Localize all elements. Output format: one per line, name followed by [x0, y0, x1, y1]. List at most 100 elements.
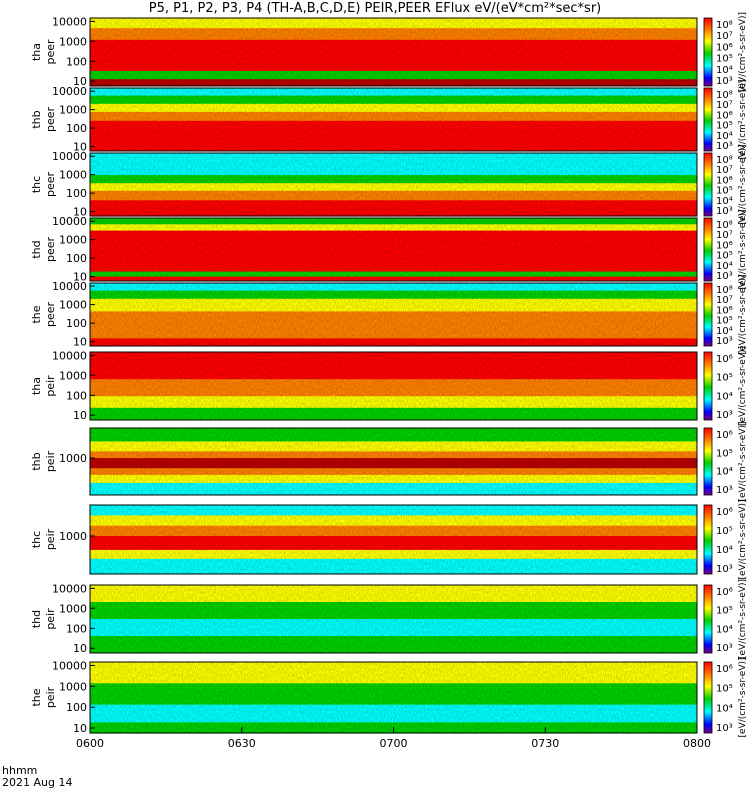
colorbar-tick-label: 10⁵ — [716, 606, 733, 617]
colorbar-label: [eV/(cm²-s-sr-eV)] — [738, 346, 748, 426]
panel-frame — [89, 87, 698, 152]
y-axis-label: peir — [44, 528, 57, 550]
y-tick-label: 100 — [66, 389, 87, 402]
y-axis-label: peir — [44, 608, 57, 630]
colorbar-tick-label: 10⁷ — [716, 230, 733, 241]
colorbar-tick-label: 10⁵ — [716, 684, 733, 695]
y-tick-label: 10 — [73, 206, 87, 219]
y-tick-label: 1000 — [59, 169, 87, 182]
colorbar-tick-label: 10⁴ — [716, 624, 733, 635]
y-tick-label: 100 — [66, 187, 87, 200]
y-tick-label: 100 — [66, 55, 87, 68]
y-axis-label: peer — [44, 237, 57, 263]
colorbar-tick-label: 10⁴ — [716, 196, 733, 207]
panel-frame — [89, 152, 698, 217]
colorbar-tick-label: 10⁴ — [716, 261, 733, 272]
heat-texture — [90, 218, 697, 281]
panel-tha-peir: 10000 1000 100 10 tha peir 10⁶ 10⁵ 10⁴ 10³ [eV/(cm… — [30, 346, 748, 426]
heat-texture — [90, 505, 697, 574]
colorbar — [703, 504, 713, 575]
colorbar-label: [eV/(cm²-s-sr-eV)] — [738, 579, 748, 659]
y-tick-label: 10000 — [52, 15, 87, 28]
heat-texture — [90, 153, 697, 216]
colorbar — [703, 152, 713, 217]
date-label: 2021 Aug 14 — [2, 776, 73, 789]
colorbar-tick-label: 10³ — [716, 723, 733, 734]
panel-frame — [89, 584, 698, 654]
colorbar-tick-label: 10³ — [716, 643, 733, 654]
heat-texture — [90, 662, 697, 733]
x-tick-label: 0700 — [380, 737, 408, 750]
x-tick-label: 0630 — [228, 737, 256, 750]
y-axis-label: thd — [30, 610, 43, 628]
heat-texture — [90, 18, 697, 86]
y-tick-label: 10 — [73, 271, 87, 284]
y-tick-label: 10 — [73, 722, 87, 735]
y-tick-label: 100 — [66, 252, 87, 265]
colorbar-tick-label: 10³ — [716, 485, 733, 496]
colorbar-label: [eV/(cm²-s-sr-eV)] — [738, 274, 748, 354]
colorbar — [703, 87, 713, 152]
colorbar-tick-label: 10⁷ — [716, 31, 733, 42]
y-axis-label: peir — [44, 686, 57, 708]
colorbar-tick-label: 10³ — [716, 336, 733, 347]
panel-thb-peir: 1000 thb peir 10⁶ 10⁵ 10⁴ 10³ [eV/(cm²-s-sr-eV)… — [30, 421, 748, 501]
heat-texture — [90, 352, 697, 420]
colorbar-tick-label: 10³ — [716, 206, 733, 217]
colorbar — [703, 17, 713, 87]
y-tick-label: 10000 — [52, 349, 87, 362]
y-tick-label: 100 — [66, 622, 87, 635]
panel-frame — [89, 17, 698, 87]
panel-frame — [89, 282, 698, 347]
y-axis-label: tha — [30, 43, 43, 61]
y-axis-label: thb — [30, 452, 43, 470]
colorbar-label: [eV/(cm²-s-sr-eV)] — [738, 657, 748, 737]
y-tick-label: 1000 — [59, 680, 87, 693]
y-axis-label: the — [30, 305, 43, 323]
colorbar-tick-label: 10⁶ — [716, 305, 733, 316]
colorbar — [703, 282, 713, 347]
colorbar-tick-label: 10³ — [716, 271, 733, 282]
colorbar-tick-label: 10⁴ — [716, 391, 733, 402]
colorbar-tick-label: 10³ — [716, 564, 733, 575]
heat-texture — [90, 428, 697, 495]
y-tick-label: 1000 — [59, 234, 87, 247]
colorbar-tick-label: 10⁴ — [716, 131, 733, 142]
y-tick-label: 10 — [73, 75, 87, 88]
x-tick-label: 0800 — [683, 737, 711, 750]
colorbar-tick-label: 10⁶ — [716, 42, 733, 53]
y-axis-label: the — [30, 688, 43, 706]
y-tick-label: 10000 — [52, 85, 87, 98]
panel-the-peir: 10000 1000 100 10 the peir 10⁶ 10⁵ 10⁴ 10³ [eV/(cm… — [30, 657, 748, 737]
y-tick-label: 10 — [73, 409, 87, 422]
y-tick-label: 10000 — [52, 582, 87, 595]
colorbar-label: [eV/(cm²-s-sr-eV)] — [738, 209, 748, 289]
colorbar-tick-label: 10⁶ — [716, 430, 733, 441]
panel-thc-peir: 1000 thc peir 10⁶ 10⁵ 10⁴ 10³ [eV/(cm²-s-sr-eV)… — [30, 499, 748, 579]
y-axis-label: peer — [44, 39, 57, 65]
y-axis-label: tha — [30, 377, 43, 395]
colorbar-tick-label: 10⁷ — [716, 100, 733, 111]
colorbar-label: [eV/(cm²-s-sr-eV)] — [738, 79, 748, 159]
y-tick-label: 10000 — [52, 660, 87, 673]
colorbar-label: [eV/(cm²-s-sr-eV)] — [738, 144, 748, 224]
y-axis-label: peer — [44, 107, 57, 133]
colorbar — [703, 584, 713, 654]
x-tick-label: 0730 — [531, 737, 559, 750]
colorbar-tick-label: 10⁶ — [716, 354, 733, 365]
heat-texture — [90, 585, 697, 653]
heat-texture — [90, 88, 697, 151]
colorbar — [703, 351, 713, 421]
y-tick-label: 10 — [73, 141, 87, 154]
y-axis-label: peer — [44, 302, 57, 328]
colorbar — [703, 217, 713, 282]
time-unit-label: hhmm — [2, 764, 38, 777]
colorbar-tick-label: 10³ — [716, 410, 733, 421]
colorbar-tick-label: 10⁵ — [716, 54, 733, 65]
colorbar-tick-label: 10⁴ — [716, 65, 733, 76]
y-tick-label: 1000 — [59, 530, 87, 543]
colorbar-tick-label: 10⁶ — [716, 664, 733, 675]
panel-frame — [89, 504, 698, 575]
